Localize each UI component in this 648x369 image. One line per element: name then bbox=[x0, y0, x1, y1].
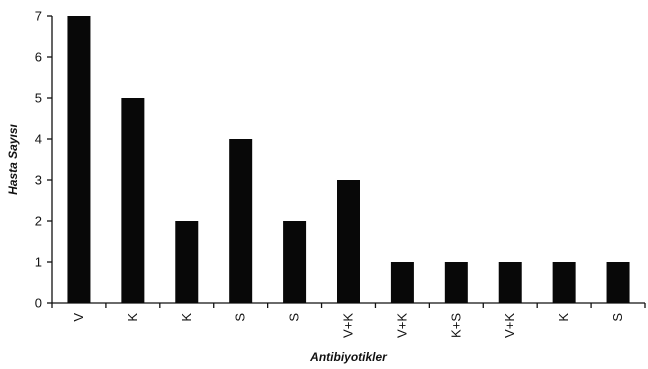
bars bbox=[67, 16, 630, 303]
x-axis: V K K S S V+K V+K K+S V+K K S bbox=[51, 302, 646, 338]
y-tick-label: 4 bbox=[35, 132, 42, 147]
y-axis-title: Hasta Sayısı bbox=[6, 123, 20, 194]
x-tick-label: V bbox=[71, 313, 86, 322]
bar bbox=[390, 262, 414, 303]
x-axis-title: Antibiyotikler bbox=[309, 350, 388, 364]
bar bbox=[67, 16, 91, 303]
x-tick-labels: V K K S S V+K V+K K+S V+K K S bbox=[51, 303, 646, 338]
bar bbox=[175, 221, 199, 303]
x-tick-label: K+S bbox=[448, 313, 463, 338]
y-tick-label: 7 bbox=[35, 9, 42, 24]
y-tick-labels: 0 1 2 3 4 5 6 7 bbox=[35, 9, 52, 311]
bar bbox=[283, 221, 307, 303]
x-tick-label: V+K bbox=[341, 313, 356, 338]
x-tick-label: K bbox=[556, 313, 571, 322]
x-tick-label: S bbox=[233, 313, 248, 322]
y-tick-label: 0 bbox=[35, 296, 42, 311]
x-tick-label: V+K bbox=[394, 313, 409, 338]
x-tick-label: S bbox=[610, 313, 625, 322]
x-tick-label: K bbox=[125, 313, 140, 322]
x-tick-label: S bbox=[287, 313, 302, 322]
y-tick-label: 1 bbox=[35, 255, 42, 270]
y-axis: 0 1 2 3 4 5 6 7 bbox=[35, 9, 53, 311]
bar bbox=[121, 98, 145, 303]
bar bbox=[552, 262, 576, 303]
y-tick-label: 6 bbox=[35, 50, 42, 65]
x-tick-label: K bbox=[179, 313, 194, 322]
y-tick-label: 3 bbox=[35, 173, 42, 188]
x-tick-label: V+K bbox=[502, 313, 517, 338]
bar bbox=[444, 262, 468, 303]
bar bbox=[337, 180, 360, 303]
bar bbox=[606, 262, 630, 303]
y-tick-label: 5 bbox=[35, 91, 42, 106]
y-tick-label: 2 bbox=[35, 214, 42, 229]
bar bbox=[498, 262, 522, 303]
bar bbox=[229, 139, 253, 303]
